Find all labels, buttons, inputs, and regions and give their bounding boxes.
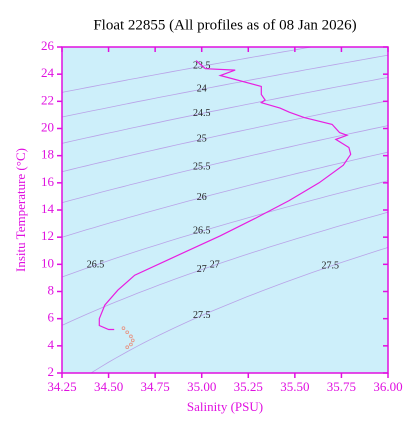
contour-label: 26.5 xyxy=(193,225,211,236)
x-tick-label: 35.50 xyxy=(280,379,309,394)
density-contour xyxy=(62,180,388,278)
y-tick-label: 12 xyxy=(41,228,54,243)
density-contour xyxy=(62,125,388,204)
contour-label: 26.5 xyxy=(87,259,105,270)
contour-label: 24.5 xyxy=(193,108,211,119)
profile-point xyxy=(129,334,133,339)
y-tick-label: 8 xyxy=(48,282,55,297)
contour-label: 27.5 xyxy=(193,310,211,321)
y-axis-label: Insitu Temperature (°C) xyxy=(13,148,28,272)
y-tick-label: 16 xyxy=(41,174,55,189)
y-tick-label: 18 xyxy=(41,147,54,162)
density-contour xyxy=(90,246,388,373)
profile-point xyxy=(121,326,126,330)
density-contour xyxy=(62,54,388,118)
y-tick-label: 24 xyxy=(41,65,55,80)
x-axis-label: Salinity (PSU) xyxy=(187,399,263,414)
plot-background xyxy=(62,47,388,373)
x-tick-label: 34.50 xyxy=(94,379,123,394)
profile-line xyxy=(98,60,352,331)
profile-point xyxy=(125,330,129,335)
x-tick-label: 35.25 xyxy=(234,379,263,394)
density-contour xyxy=(62,47,314,93)
x-tick-label: 35.00 xyxy=(187,379,216,394)
contour-label: 27.5 xyxy=(322,261,340,272)
chart-title: Float 22855 (All profiles as of 08 Jan 2… xyxy=(93,17,356,33)
density-contour xyxy=(62,77,388,144)
density-contour xyxy=(62,211,388,326)
contour-label: 24 xyxy=(197,84,207,95)
contour-label: 25.5 xyxy=(193,162,211,173)
contour-label: 27 xyxy=(210,259,220,270)
y-tick-label: 26 xyxy=(41,38,55,53)
density-contour xyxy=(62,151,388,238)
x-tick-label: 34.25 xyxy=(47,379,76,394)
profile-point xyxy=(129,342,133,347)
contour-label: 25 xyxy=(197,134,207,145)
x-tick-label: 34.75 xyxy=(141,379,170,394)
y-tick-label: 20 xyxy=(41,119,54,134)
profile-point xyxy=(125,345,129,349)
y-tick-label: 10 xyxy=(41,255,54,270)
density-contour xyxy=(62,100,388,173)
y-tick-label: 2 xyxy=(48,364,55,379)
x-tick-label: 35.75 xyxy=(327,379,356,394)
y-tick-label: 6 xyxy=(48,310,55,325)
y-tick-label: 4 xyxy=(48,337,55,352)
contour-label: 26 xyxy=(197,192,207,203)
profile-point xyxy=(130,338,135,343)
x-tick-label: 36.00 xyxy=(373,379,402,394)
contour-label: 27 xyxy=(197,264,207,275)
y-tick-label: 22 xyxy=(41,92,54,107)
y-tick-label: 14 xyxy=(41,201,55,216)
